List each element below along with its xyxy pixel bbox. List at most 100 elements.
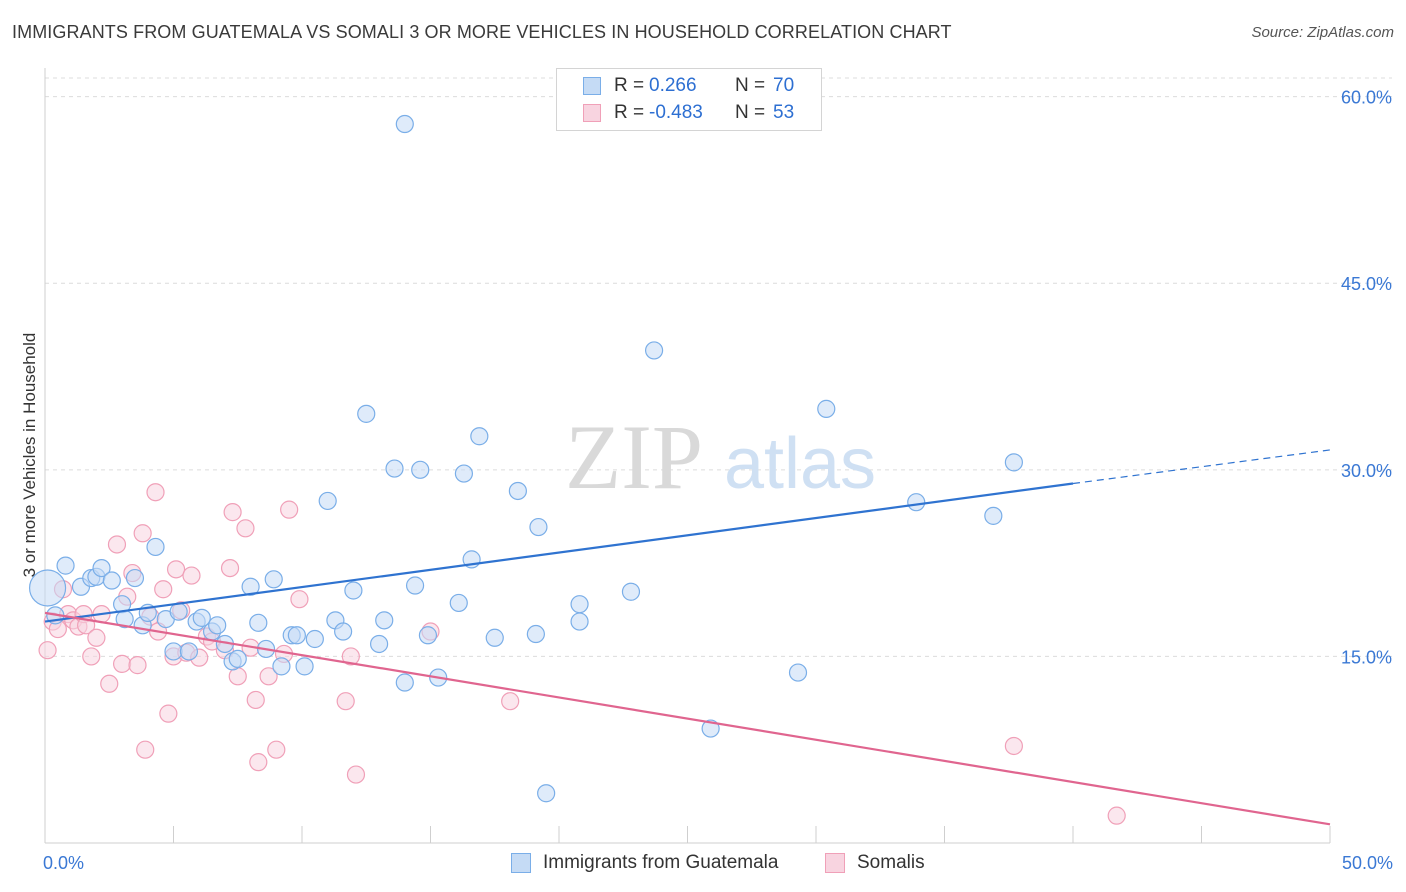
guatemala-point xyxy=(411,460,430,479)
somalis-point xyxy=(223,503,242,522)
guatemala-point xyxy=(287,626,306,645)
legend-swatch-somalis xyxy=(825,853,845,873)
guatemala-point xyxy=(272,657,291,676)
guatemala-point xyxy=(179,642,199,661)
guatemala-point xyxy=(249,613,268,632)
tick-labels: 15.0% 30.0% 45.0% 60.0% 0.0% 50.0% xyxy=(43,88,1393,873)
guatemala-point xyxy=(405,576,425,595)
somalis-point xyxy=(236,519,255,538)
somalis-point xyxy=(133,524,152,543)
n-label: N = xyxy=(735,75,766,96)
axes xyxy=(44,68,1331,844)
guatemala-point xyxy=(395,114,414,134)
guatemala-point xyxy=(395,673,414,692)
guatemala-point xyxy=(146,537,165,557)
guatemala-point xyxy=(644,341,664,360)
legend-label-guatemala: Immigrants from Guatemala xyxy=(543,852,779,873)
legend-label-somalis: Somalis xyxy=(857,852,925,873)
guatemala-point xyxy=(508,481,527,501)
guatemala-point xyxy=(570,612,589,631)
guatemala-point xyxy=(907,493,926,512)
somalis-swatch xyxy=(583,104,601,122)
guatemala-point xyxy=(454,464,474,483)
guatemala-point xyxy=(334,622,353,641)
watermark-zip: ZIP xyxy=(565,406,703,508)
guatemala-point xyxy=(102,571,121,590)
guatemala-trend-line xyxy=(44,482,1074,623)
somalis-point xyxy=(107,535,127,554)
guatemala-point xyxy=(1004,453,1023,472)
guatemala-point xyxy=(357,404,376,423)
n-value: 70 xyxy=(773,75,795,96)
guatemala-point xyxy=(295,657,314,676)
guatemala-point xyxy=(375,611,394,630)
somalis-points xyxy=(38,483,1126,825)
stats-box: R = 0.266 N = 70 R = -0.483 N = 53 xyxy=(556,68,822,131)
somalis-point xyxy=(1107,806,1126,825)
y-tick-label: 15.0% xyxy=(1341,647,1392,667)
n-value: 53 xyxy=(773,102,795,123)
guatemala-point xyxy=(208,616,227,635)
somalis-point xyxy=(220,558,240,578)
y-tick-label: 30.0% xyxy=(1341,461,1392,481)
somalis-point xyxy=(159,704,178,723)
somalis-point xyxy=(501,692,520,711)
somalis-trend-line xyxy=(44,611,1331,826)
somalis-point xyxy=(341,647,360,666)
chart-title: IMMIGRANTS FROM GUATEMALA VS SOMALI 3 OR… xyxy=(12,22,952,42)
x-tick-label: 50.0% xyxy=(1342,853,1393,873)
trend-lines xyxy=(44,449,1331,826)
somalis-point xyxy=(267,740,286,759)
somalis-point xyxy=(280,500,299,519)
guatemala-swatch xyxy=(583,77,601,95)
somalis-point xyxy=(249,753,268,772)
guatemala-point xyxy=(788,663,808,682)
guatemala-point xyxy=(485,628,504,647)
somalis-point xyxy=(136,740,155,759)
r-value: -0.483 xyxy=(649,102,703,123)
guatemala-point xyxy=(984,506,1003,525)
r-label: R = xyxy=(614,75,645,96)
guatemala-point xyxy=(526,624,545,644)
somalis-point xyxy=(128,656,147,675)
y-tick-label: 45.0% xyxy=(1341,274,1392,294)
guatemala-point xyxy=(305,629,324,649)
guatemala-point xyxy=(28,569,67,607)
guatemala-point xyxy=(418,626,438,645)
somalis-point xyxy=(246,690,265,710)
somalis-point xyxy=(100,674,119,693)
guatemala-point xyxy=(370,634,389,654)
somalis-point xyxy=(336,692,355,711)
somalis-point xyxy=(290,590,309,609)
guatemala-point xyxy=(385,459,404,478)
somalis-point xyxy=(87,628,106,647)
guatemala-point xyxy=(529,517,548,537)
source-label: Source: ZipAtlas.com xyxy=(1251,24,1394,41)
legend-swatch-guatemala xyxy=(511,853,531,873)
somalis-point xyxy=(82,647,101,666)
guatemala-point xyxy=(817,399,836,418)
guatemala-point xyxy=(449,593,468,613)
n-label: N = xyxy=(735,102,766,123)
guatemala-point xyxy=(241,577,260,596)
watermark: ZIP atlas xyxy=(565,406,876,508)
guatemala-point xyxy=(164,642,183,661)
gridlines xyxy=(45,77,1392,657)
guatemala-point xyxy=(570,595,589,614)
y-tick-label: 60.0% xyxy=(1341,88,1392,108)
guatemala-point xyxy=(56,556,75,575)
r-value: 0.266 xyxy=(649,75,697,96)
watermark-atlas: atlas xyxy=(724,424,876,504)
guatemala-point xyxy=(192,608,211,627)
somalis-point xyxy=(166,560,186,579)
guatemala-point xyxy=(344,581,363,600)
guatemala-point xyxy=(621,582,641,601)
guatemala-point xyxy=(92,558,111,578)
somalis-point xyxy=(259,667,278,686)
somalis-point xyxy=(182,566,201,585)
guatemala-trend-extension xyxy=(1072,449,1331,485)
somalis-point xyxy=(38,641,57,660)
guatemala-point xyxy=(318,491,337,511)
guatemala-point xyxy=(125,568,145,588)
